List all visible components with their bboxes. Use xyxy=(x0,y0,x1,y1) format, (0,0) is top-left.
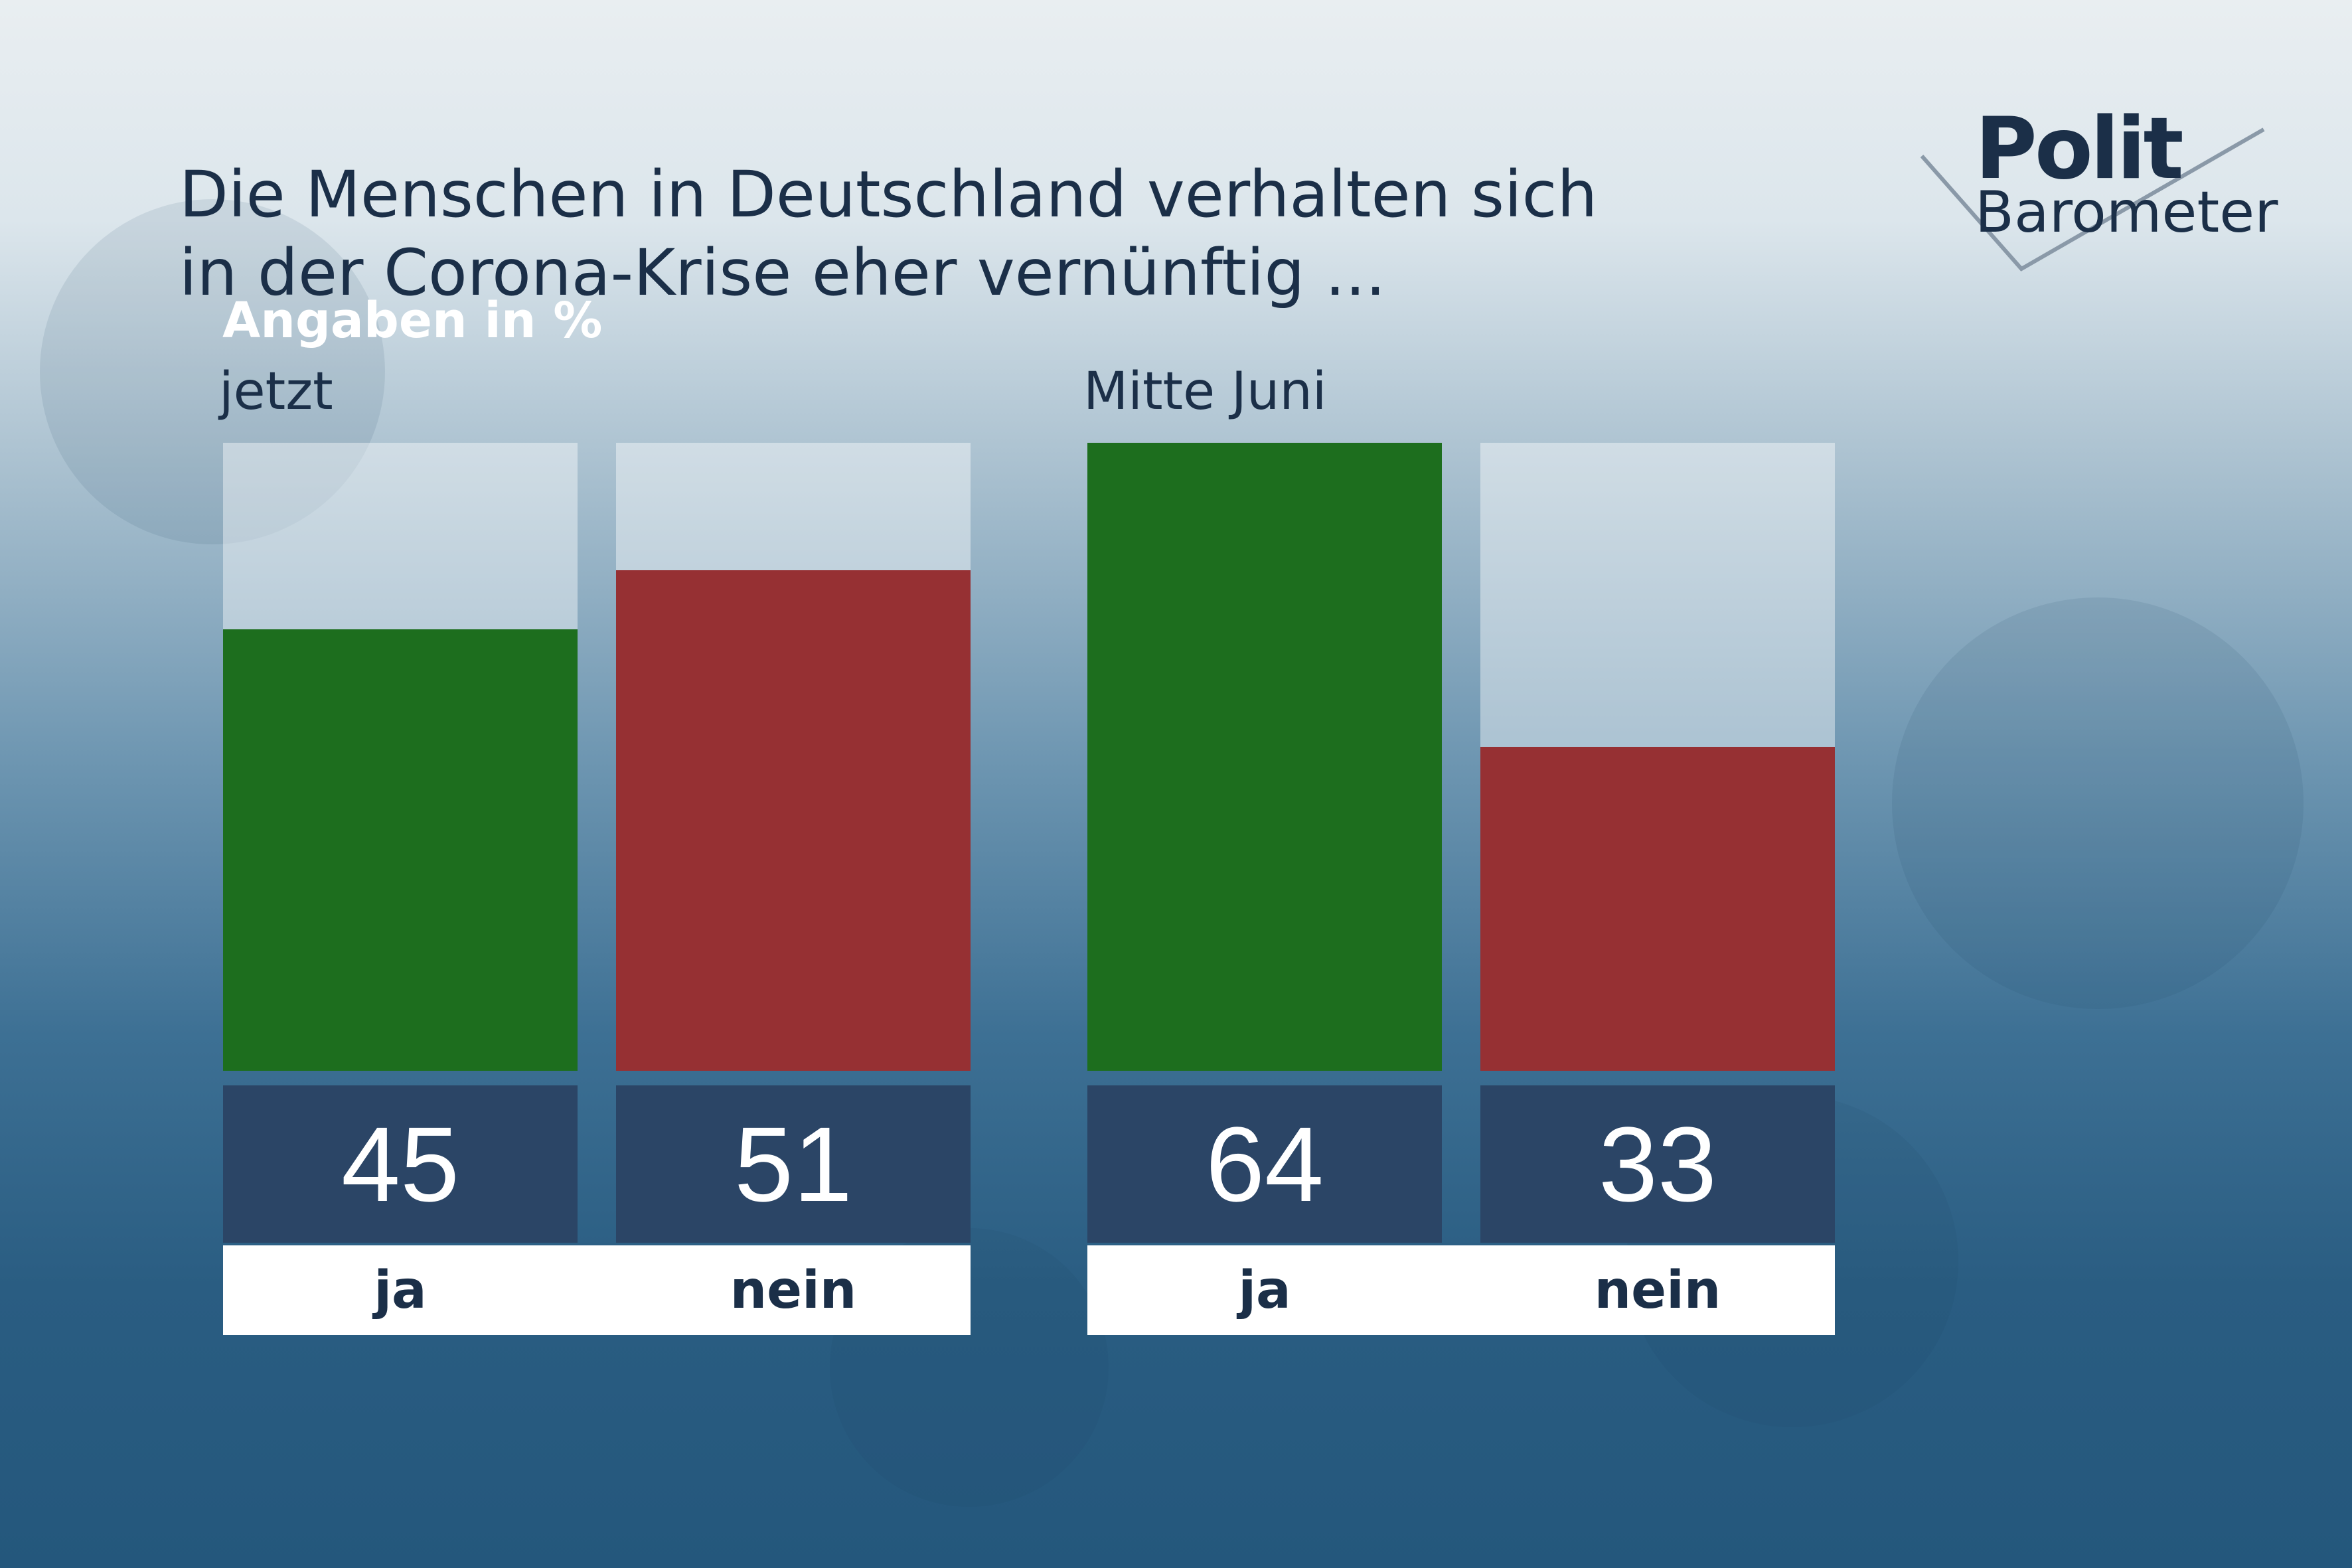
chart-subtitle: Angaben in % xyxy=(222,292,603,349)
bar-nein xyxy=(1480,747,1835,1071)
logo-text-polit: Polit xyxy=(1975,100,2184,198)
group-label-jetzt: jetzt xyxy=(219,362,333,422)
group-label-mitte-juni: Mitte Juni xyxy=(1083,362,1327,422)
politbarometer-logo: Polit Barometer xyxy=(1912,100,2284,272)
bar-ja xyxy=(1087,443,1442,1071)
value-label: 64 xyxy=(1087,1085,1442,1243)
checkmark-icon xyxy=(1920,127,2265,272)
background-shape xyxy=(1892,597,2304,1009)
chart-title: Die Menschen in Deutschland verhalten si… xyxy=(179,155,1839,312)
chart-title-line-2: in der Corona-Krise eher vernünftig ... xyxy=(179,236,1386,311)
category-label-strip xyxy=(1087,1245,1835,1335)
chart-title-line-1: Die Menschen in Deutschland verhalten si… xyxy=(179,157,1598,232)
category-label-nein: nein xyxy=(1594,1260,1721,1320)
category-label-strip xyxy=(223,1245,971,1335)
category-label-ja: ja xyxy=(1238,1260,1291,1320)
bar-nein xyxy=(616,570,971,1071)
bar-ja xyxy=(223,629,578,1071)
background-shape xyxy=(40,199,385,544)
value-label: 45 xyxy=(223,1085,578,1243)
value-label: 33 xyxy=(1480,1085,1835,1243)
category-label-nein: nein xyxy=(730,1260,857,1320)
value-label: 51 xyxy=(616,1085,971,1243)
category-label-ja: ja xyxy=(374,1260,427,1320)
logo-text-barometer: Barometer xyxy=(1975,179,2278,246)
